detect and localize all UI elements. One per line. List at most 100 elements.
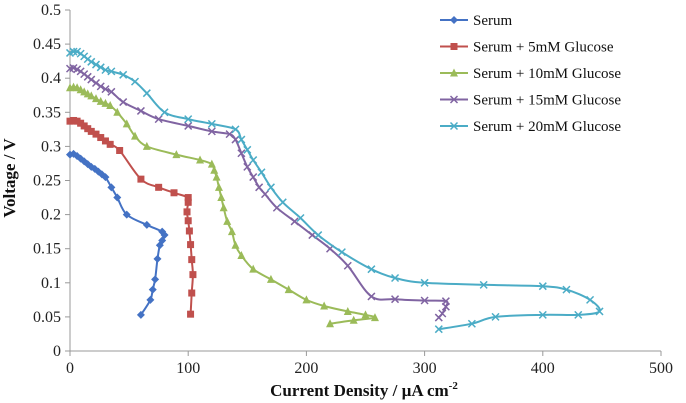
data-point [420, 278, 429, 287]
data-point [278, 198, 287, 207]
x-tick-label: 400 [531, 360, 555, 377]
legend-swatch-marker [450, 16, 458, 24]
data-point [154, 115, 163, 124]
data-point [343, 261, 352, 270]
data-point [237, 251, 246, 260]
y-tick-label: 0.1 [41, 275, 61, 292]
data-point [231, 125, 240, 134]
data-point [77, 119, 85, 127]
data-point [106, 140, 114, 148]
data-point [302, 295, 311, 304]
series-5 [65, 47, 604, 334]
y-tick-label: 0.35 [33, 104, 61, 121]
y-tick-label: 0.15 [33, 241, 61, 258]
series-4 [65, 63, 450, 322]
data-point [113, 107, 122, 116]
data-point [243, 145, 252, 154]
series-2 [66, 116, 197, 318]
data-point [184, 198, 192, 206]
legend-entry: Serum + 5mM Glucose [440, 40, 614, 56]
data-point [142, 141, 151, 150]
data-point [370, 313, 379, 322]
data-point [160, 108, 169, 117]
y-tick-label: 0.45 [33, 36, 61, 53]
data-point [441, 302, 450, 311]
series-3 [66, 82, 379, 328]
data-point [296, 213, 305, 223]
data-point [538, 282, 547, 291]
data-point [343, 306, 352, 315]
data-point [210, 165, 219, 174]
axes: 0 0.05 0.1 0.15 0.2 0.25 0.3 0.35 0.4 0.45 0.5 0 100… [33, 2, 673, 377]
data-point [367, 265, 376, 274]
legend-swatch-marker [449, 95, 459, 104]
data-point [87, 91, 96, 100]
data-point [249, 173, 258, 182]
legend: Serum Serum + 5mM Glucose Serum + 10mM Glu… [440, 13, 621, 135]
data-point [97, 134, 105, 142]
data-point [184, 121, 193, 130]
data-point [434, 325, 443, 334]
data-point [187, 241, 195, 249]
data-point [231, 135, 240, 144]
data-point [266, 183, 275, 192]
legend-label: Serum + 10mM Glucose [473, 66, 621, 82]
data-point [142, 89, 151, 98]
data-point [367, 292, 376, 301]
data-point [151, 275, 160, 284]
data-point [391, 273, 400, 283]
legend-entry: Serum + 15mM Glucose [440, 93, 621, 109]
data-point [574, 310, 583, 319]
x-axis-title: Current Density / µA cm-2 [270, 380, 458, 400]
data-point [80, 122, 88, 130]
x-tick-label: 100 [176, 360, 200, 377]
legend-label: Serum [473, 13, 512, 29]
data-point [337, 248, 346, 257]
data-point [136, 310, 145, 319]
data-point [207, 159, 216, 168]
data-point [146, 295, 155, 304]
data-point [96, 96, 105, 105]
data-point [237, 149, 246, 158]
legend-label: Serum + 15mM Glucose [473, 93, 621, 109]
data-point [107, 183, 116, 192]
legend-entry: Serum + 10mM Glucose [440, 66, 621, 82]
y-tick-label: 0 [53, 343, 61, 360]
legend-swatch-marker [449, 121, 459, 131]
data-point [595, 307, 604, 316]
data-point [87, 75, 96, 84]
data-point [320, 301, 329, 310]
data-point [491, 312, 500, 321]
data-point [101, 137, 109, 145]
data-point [101, 85, 110, 94]
data-point [70, 116, 78, 124]
data-point [96, 82, 105, 91]
y-tick-label: 0.25 [33, 173, 61, 190]
x-axis-title-superscript: -2 [449, 380, 459, 392]
data-point [107, 87, 116, 96]
data-point [290, 217, 299, 226]
data-point [69, 47, 78, 56]
data-point [538, 310, 547, 319]
series-1 [66, 149, 169, 319]
x-tick-label: 0 [66, 360, 74, 377]
series-group [65, 47, 604, 334]
data-point [237, 135, 246, 144]
data-point [73, 117, 81, 125]
data-point [148, 285, 157, 294]
data-point [249, 156, 258, 165]
data-point [87, 127, 95, 135]
data-point [217, 193, 226, 202]
x-axis-title-text: Current Density / µA cm [270, 381, 449, 400]
data-point [196, 155, 205, 164]
data-point [170, 189, 178, 197]
data-point [266, 274, 275, 283]
x-tick-label: 500 [649, 360, 673, 377]
data-point [91, 60, 101, 69]
data-point [155, 241, 164, 250]
legend-swatch-marker [450, 68, 458, 77]
legend-entry: Serum + 20mM Glucose [440, 119, 621, 135]
data-point [172, 150, 181, 159]
data-point [326, 319, 335, 328]
data-point [137, 175, 145, 183]
